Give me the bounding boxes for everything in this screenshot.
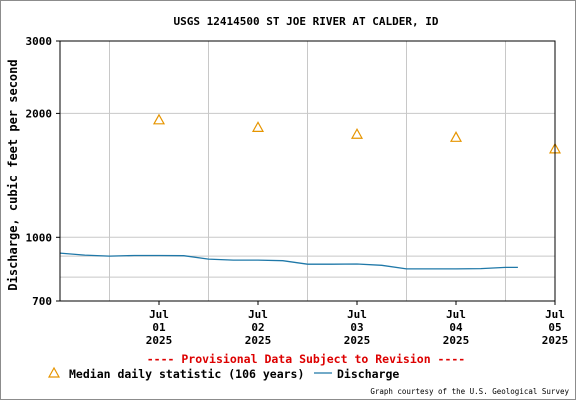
x-tick-label: 01 bbox=[152, 321, 166, 334]
y-tick-label: 3000 bbox=[26, 35, 53, 48]
x-tick-labels: Jul012025Jul022025Jul032025Jul042025Jul0… bbox=[146, 301, 569, 347]
x-tick-label: 05 bbox=[548, 321, 561, 334]
x-tick-label: 2025 bbox=[344, 334, 371, 347]
legend: Median daily statistic (106 years) Disch… bbox=[47, 366, 399, 381]
legend-label-median: Median daily statistic (106 years) bbox=[69, 367, 304, 381]
y-tick-label: 1000 bbox=[26, 231, 53, 244]
median-triangle-point bbox=[251, 121, 265, 132]
x-tick-label: 2025 bbox=[245, 334, 272, 347]
x-tick-label: Jul bbox=[545, 308, 565, 321]
y-tick-label: 700 bbox=[32, 295, 52, 308]
grid-lines bbox=[60, 41, 555, 301]
x-tick-label: 03 bbox=[350, 321, 363, 334]
median-triangle-point bbox=[152, 113, 166, 125]
y-tick-labels: 700 1000 2000 3000 bbox=[26, 35, 60, 308]
x-tick-label: 2025 bbox=[146, 334, 173, 347]
x-tick-label: 02 bbox=[251, 321, 264, 334]
y-tick-label: 2000 bbox=[26, 107, 53, 120]
chart-title: USGS 12414500 ST JOE RIVER AT CALDER, ID bbox=[174, 15, 439, 28]
x-tick-label: Jul bbox=[446, 308, 466, 321]
data-series bbox=[59, 113, 562, 270]
legend-label-discharge: Discharge bbox=[337, 367, 399, 381]
y-axis-label: Discharge, cubic feet per second bbox=[6, 59, 20, 290]
plot-area-border bbox=[59, 40, 556, 302]
x-tick-label: Jul bbox=[248, 308, 268, 321]
legend-triangle-icon bbox=[47, 366, 61, 378]
x-tick-label: Jul bbox=[347, 308, 367, 321]
x-tick-label: 2025 bbox=[542, 334, 569, 347]
x-tick-label: 2025 bbox=[443, 334, 470, 347]
discharge-series-line bbox=[59, 252, 518, 270]
median-triangle-point bbox=[350, 128, 364, 139]
x-tick-label: Jul bbox=[149, 308, 169, 321]
graph-credit: Graph courtesy of the U.S. Geological Su… bbox=[370, 387, 569, 396]
x-tick-label: 04 bbox=[449, 321, 463, 334]
median-triangle-point bbox=[449, 131, 463, 142]
provisional-note: ---- Provisional Data Subject to Revisio… bbox=[147, 352, 466, 366]
